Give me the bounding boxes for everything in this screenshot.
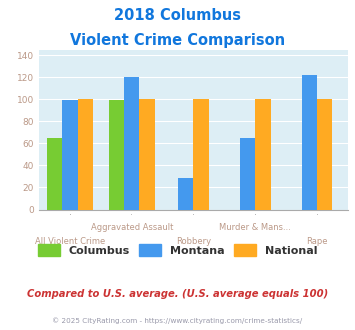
Text: Robbery: Robbery	[176, 237, 211, 246]
Bar	[62, 100, 78, 210]
Text: All Violent Crime: All Violent Crime	[35, 237, 105, 246]
Bar	[240, 138, 255, 210]
Bar	[178, 178, 193, 210]
Text: Violent Crime Comparison: Violent Crime Comparison	[70, 33, 285, 48]
Bar	[302, 75, 317, 210]
Bar	[109, 100, 124, 210]
Bar	[317, 99, 332, 210]
Text: Compared to U.S. average. (U.S. average equals 100): Compared to U.S. average. (U.S. average …	[27, 289, 328, 299]
Bar	[140, 99, 155, 210]
Text: © 2025 CityRating.com - https://www.cityrating.com/crime-statistics/: © 2025 CityRating.com - https://www.city…	[53, 317, 302, 324]
Legend: Columbus, Montana, National: Columbus, Montana, National	[33, 240, 322, 260]
Bar	[47, 138, 62, 210]
Bar	[193, 99, 209, 210]
Text: Murder & Mans...: Murder & Mans...	[219, 223, 291, 232]
Text: 2018 Columbus: 2018 Columbus	[114, 8, 241, 23]
Text: Rape: Rape	[306, 237, 328, 246]
Bar	[78, 99, 93, 210]
Bar	[124, 77, 140, 210]
Bar	[255, 99, 271, 210]
Text: Aggravated Assault: Aggravated Assault	[91, 223, 173, 232]
